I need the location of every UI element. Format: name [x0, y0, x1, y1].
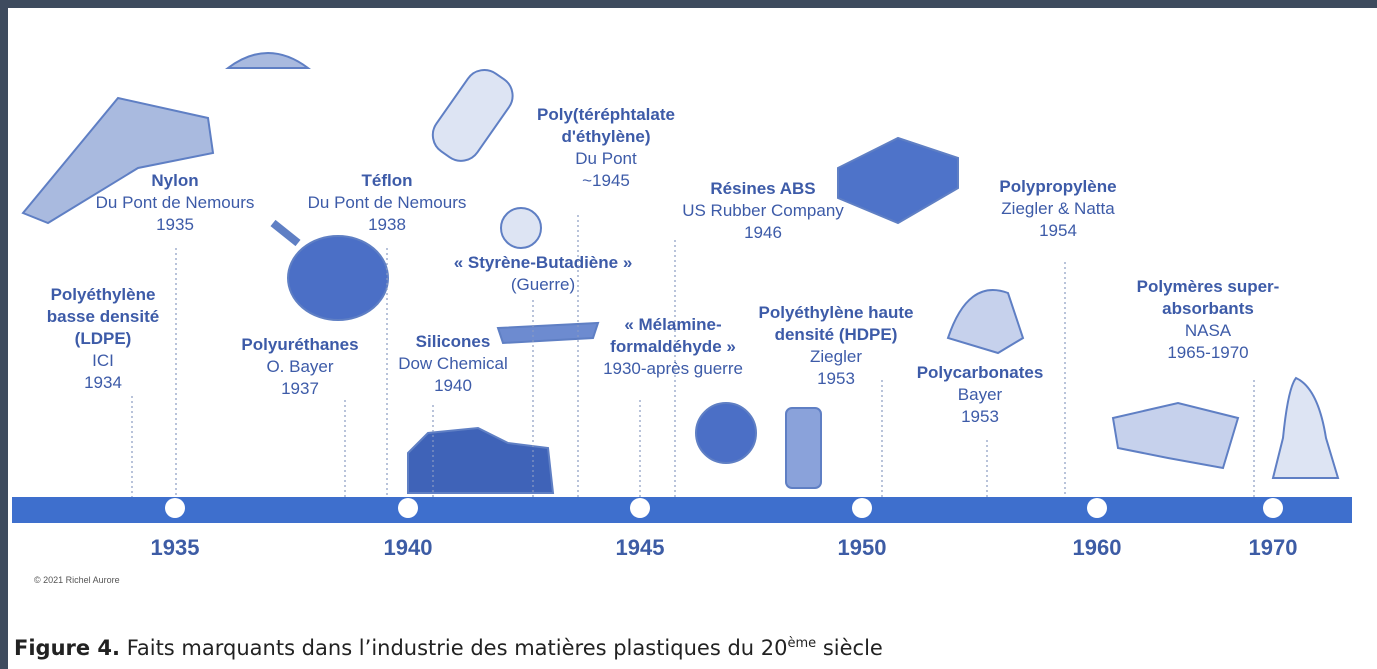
event-title: densité (HDPE) — [775, 325, 898, 344]
event-detail: 1934 — [84, 373, 122, 392]
event-title: Silicones — [416, 332, 491, 351]
event-detail: ~1945 — [582, 171, 630, 190]
copyright: © 2021 Richel Aurore — [34, 575, 120, 585]
year-label: 1935 — [151, 535, 200, 560]
pan-illustration — [288, 236, 388, 320]
caption-text: Faits marquants dans l’industrie des mat… — [127, 636, 788, 660]
event-title: Résines ABS — [710, 179, 815, 198]
umbrella-illustration — [228, 53, 308, 68]
plane-illustration — [498, 323, 598, 343]
helmet-illustration — [948, 290, 1023, 353]
year-dot — [852, 498, 872, 518]
year-label: 1940 — [384, 535, 433, 560]
page: © 2021 Richel Aurore Polyéthylène basse d… — [0, 0, 1377, 669]
year-dot — [630, 498, 650, 518]
caption-sup: ème — [787, 636, 816, 651]
year-dot — [398, 498, 418, 518]
year-label: 1945 — [616, 535, 665, 560]
year-dot — [165, 498, 185, 518]
timeline: © 2021 Richel Aurore Polyéthylène basse d… — [8, 8, 1377, 618]
event-title: Polypropylène — [999, 177, 1116, 196]
event-title: Polyuréthanes — [241, 335, 358, 354]
event-detail: Ziegler & Natta — [1001, 199, 1115, 218]
event-title: « Mélamine- — [624, 315, 721, 334]
event-title: Polycarbonates — [917, 363, 1044, 382]
event-detail: 1954 — [1039, 221, 1077, 240]
caption-label: Figure 4. — [14, 636, 120, 660]
event-title: Polyéthylène — [51, 285, 156, 304]
event-detail: Du Pont de Nemours — [308, 193, 467, 212]
event-detail: US Rubber Company — [682, 201, 844, 220]
event-detail: ICI — [92, 351, 114, 370]
event-title: basse densité — [47, 307, 159, 326]
brick-illustration — [838, 138, 958, 223]
event-detail: Ziegler — [810, 347, 862, 366]
event-detail: Bayer — [958, 385, 1003, 404]
rocket-illustration — [1273, 378, 1338, 478]
year-label: 1970 — [1249, 535, 1298, 560]
event-title: Poly(téréphtalate — [537, 105, 675, 124]
illustrations — [23, 53, 1338, 493]
year-label: 1950 — [838, 535, 887, 560]
event-detail: 1965-1970 — [1167, 343, 1248, 362]
plate-illustration — [696, 403, 756, 463]
event-detail: Du Pont de Nemours — [96, 193, 255, 212]
event-title: Téflon — [362, 171, 413, 190]
event-title: Polyéthylène haute — [759, 303, 914, 322]
figure-frame: © 2021 Richel Aurore Polyéthylène basse d… — [8, 8, 1377, 669]
year-dot — [1263, 498, 1283, 518]
event-title: Nylon — [151, 171, 198, 190]
pan-handle — [273, 223, 298, 243]
tire-illustration — [501, 208, 541, 248]
event-detail: 1940 — [434, 376, 472, 395]
event-detail: 1946 — [744, 223, 782, 242]
caption: Figure 4. Faits marquants dans l’industr… — [14, 636, 883, 660]
event-detail: 1935 — [156, 215, 194, 234]
event-title: d'éthylène) — [561, 127, 650, 146]
event-title: absorbants — [1162, 299, 1254, 318]
jeep-illustration — [408, 428, 553, 493]
year-dot — [1087, 498, 1107, 518]
event-detail: 1938 — [368, 215, 406, 234]
event-title: « Styrène-Butadiène » — [454, 253, 633, 272]
spray-illustration — [786, 408, 821, 488]
event-detail: (Guerre) — [511, 275, 575, 294]
event-title: formaldéhyde » — [610, 337, 736, 356]
event-detail: NASA — [1185, 321, 1232, 340]
event-detail: 1937 — [281, 379, 319, 398]
event-detail: 1930-après guerre — [603, 359, 743, 378]
event-title: (LDPE) — [75, 329, 132, 348]
event-detail: Dow Chemical — [398, 354, 508, 373]
event-detail: O. Bayer — [266, 357, 333, 376]
event-detail: 1953 — [817, 369, 855, 388]
event-title: Polymères super- — [1137, 277, 1280, 296]
bottle-illustration — [425, 62, 520, 168]
year-label: 1960 — [1073, 535, 1122, 560]
diaper-illustration — [1113, 403, 1238, 468]
event-detail: 1953 — [961, 407, 999, 426]
event-detail: Du Pont — [575, 149, 637, 168]
timeline-bar — [12, 497, 1352, 523]
caption-tail: siècle — [816, 636, 883, 660]
